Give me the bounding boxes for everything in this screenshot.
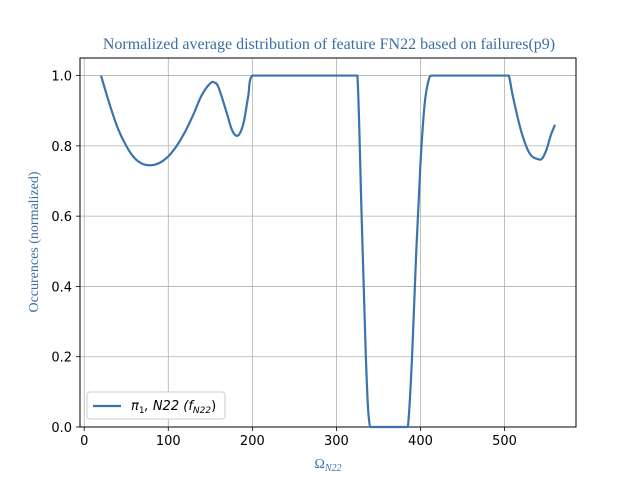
x-tick-label: 100 (156, 434, 181, 449)
legend-pi-subscript: 1 (139, 406, 145, 416)
legend-pi: π (131, 399, 139, 414)
y-tick-label: 0.8 (51, 140, 72, 155)
legend-label: π1, N22 (fN22) (131, 399, 216, 416)
axis-ticks: 0 100 200 300 400 500 0.0 0.2 0.4 0.6 0.8 1.0 (51, 70, 517, 449)
y-tick-label: 1.0 (51, 70, 72, 85)
y-tick-label: 0.4 (51, 280, 72, 295)
legend-box (86, 391, 226, 420)
x-axis-label-subscript: N22 (324, 463, 342, 474)
y-tick-label: 0.2 (51, 351, 72, 366)
x-axis-label: ΩN22 (314, 457, 341, 474)
legend-f: f (188, 399, 195, 414)
plot-area-frame (79, 57, 577, 428)
grid-lines (80, 58, 576, 428)
x-tick-label: 300 (324, 434, 349, 449)
series-layer (99, 74, 557, 429)
legend-mid: , N22 ( (145, 399, 190, 414)
x-tick-label: 500 (492, 434, 517, 449)
y-tick-label: 0.0 (51, 421, 72, 436)
y-tick-label: 0.6 (51, 210, 72, 225)
x-axis-label-main: Ω (314, 457, 324, 472)
series-line (99, 74, 557, 429)
x-tick-label: 0 (80, 434, 88, 449)
x-tick-label: 400 (408, 434, 433, 449)
y-axis-label: Occurences (normalized) (27, 171, 42, 312)
legend-f-subscript: N22 (193, 406, 211, 416)
x-tick-label: 200 (240, 434, 265, 449)
legend-end: ) (211, 399, 216, 414)
legend: π1, N22 (fN22) (86, 391, 226, 420)
chart-title: Normalized average distribution of featu… (103, 36, 555, 53)
